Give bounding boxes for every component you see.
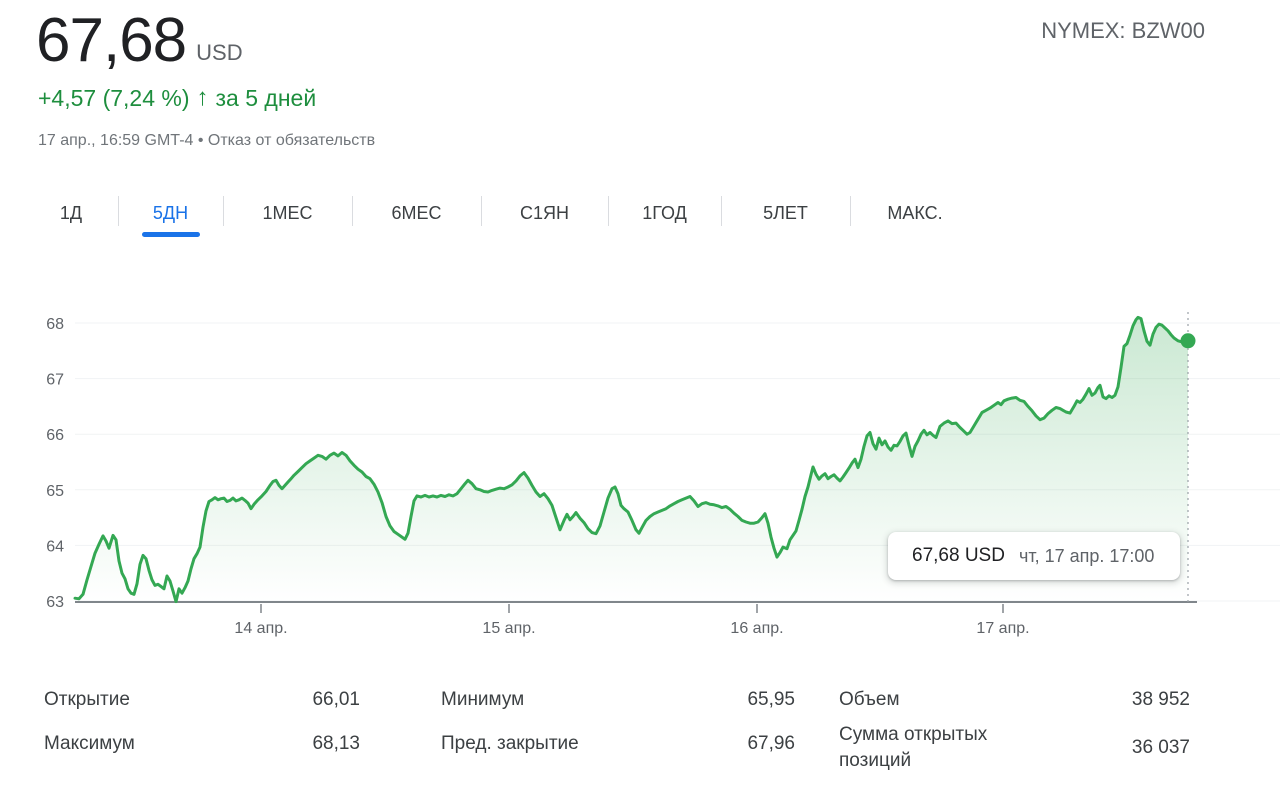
arrow-up-icon: ↑ — [196, 84, 209, 111]
currency-label: USD — [196, 40, 243, 66]
tab-1m[interactable]: 1МЕС — [223, 189, 352, 237]
tab-max[interactable]: МАКС. — [850, 189, 980, 237]
y-axis-label-66: 66 — [46, 427, 64, 444]
x-axis-label: 16 апр. — [730, 620, 783, 637]
price-change: +4,57 (7,24 %) — [38, 84, 190, 111]
price-area-fill — [75, 317, 1188, 602]
chart-tooltip: 67,68 USD чт, 17 апр. 17:00 — [888, 532, 1180, 580]
tab-6m[interactable]: 6МЕС — [352, 189, 481, 237]
x-axis-label: 15 апр. — [482, 620, 535, 637]
tab-5y[interactable]: 5ЛЕТ — [721, 189, 850, 237]
stat-open: Открытие 66,01 — [44, 689, 360, 711]
range-tabs: 1Д 5ДН 1МЕС 6МЕС С1ЯН 1ГОД 5ЛЕТ МАКС. — [24, 189, 980, 237]
tooltip-time: чт, 17 апр. 17:00 — [1018, 545, 1155, 566]
y-axis-label-67: 67 — [46, 372, 64, 389]
price-line — [73, 315, 1190, 604]
stat-prev-close: Пред. закрытие 67,96 — [441, 733, 795, 755]
tab-5d[interactable]: 5ДН — [118, 189, 223, 237]
price-chart[interactable]: 63 64 65 66 67 68 14 апр. 15 апр. 16 апр. 17 апр.… — [0, 280, 1280, 645]
current-price: 67,68 — [36, 6, 187, 75]
quote-timestamp: 17 апр., 16:59 GMT-4 • Отказ от обязател… — [38, 132, 376, 149]
y-axis-label-65: 65 — [46, 483, 64, 500]
stat-low: Минимум 65,95 — [441, 689, 795, 711]
tab-1d[interactable]: 1Д — [24, 189, 118, 237]
stat-high: Максимум 68,13 — [44, 733, 360, 755]
last-price-dot — [1180, 333, 1196, 349]
active-tab-underline — [141, 232, 200, 237]
x-axis-label: 14 апр. — [234, 620, 287, 637]
stat-open-interest: Сумма открытых позиций 36 037 — [839, 724, 1190, 771]
tab-ytd[interactable]: С1ЯН — [481, 189, 608, 237]
change-period: за 5 дней — [215, 84, 317, 111]
price-block: 67,68 USD — [36, 8, 243, 73]
y-axis-label-68: 68 — [46, 316, 64, 333]
x-axis-label: 17 апр. — [976, 620, 1029, 637]
price-change-row: +4,57 (7,24 %) ↑ за 5 дней — [38, 84, 316, 112]
price-chart-svg[interactable]: 63 64 65 66 67 68 14 апр. 15 апр. 16 апр. 17 апр. — [0, 280, 1280, 645]
stats-column-2: Минимум 65,95 Пред. закрытие 67,96 — [441, 678, 795, 766]
stats-table: Открытие 66,01 Максимум 68,13 Минимум 65… — [44, 678, 1190, 773]
y-axis-label-64: 64 — [46, 538, 64, 555]
tab-1y[interactable]: 1ГОД — [608, 189, 721, 237]
stat-volume: Объем 38 952 — [839, 689, 1190, 711]
tooltip-price: 67,68 USD — [912, 545, 1005, 566]
stats-column-1: Открытие 66,01 Максимум 68,13 — [44, 678, 360, 766]
stats-column-3: Объем 38 952 Сумма открытых позиций 36 0… — [839, 678, 1190, 773]
exchange-ticker: NYMEX: BZW00 — [1041, 18, 1205, 43]
y-axis-label-63: 63 — [46, 594, 64, 611]
